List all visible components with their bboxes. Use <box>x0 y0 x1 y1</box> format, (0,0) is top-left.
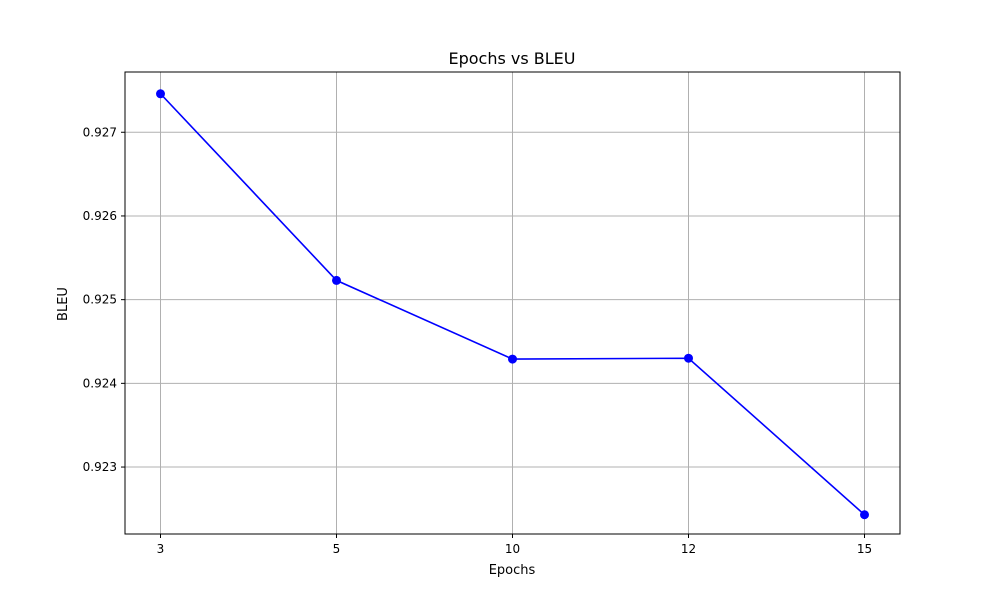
y-axis-label: BLEU <box>56 287 71 321</box>
x-tick-label: 15 <box>857 542 872 556</box>
y-tick-label: 0.925 <box>83 293 117 307</box>
data-point <box>508 354 517 364</box>
grid <box>125 72 900 534</box>
x-tick-label: 3 <box>157 542 165 556</box>
y-tick-label: 0.926 <box>83 209 117 223</box>
data-point <box>860 510 869 520</box>
y-axis: 0.923 0.924 0.925 0.926 0.927 <box>83 125 125 474</box>
data-point <box>332 275 341 285</box>
x-tick-label: 10 <box>505 542 520 556</box>
x-tick-label: 12 <box>681 542 696 556</box>
y-tick-label: 0.923 <box>83 460 117 474</box>
data-point <box>684 353 693 363</box>
chart-title: Epochs vs BLEU <box>448 49 575 68</box>
y-tick-label: 0.924 <box>83 376 117 390</box>
series-layer <box>156 89 869 520</box>
x-axis-label: Epochs <box>489 563 536 578</box>
data-point <box>156 89 165 99</box>
x-axis: 3 5 10 12 15 <box>157 534 872 556</box>
y-tick-label: 0.927 <box>83 125 117 139</box>
x-tick-label: 5 <box>333 542 341 556</box>
